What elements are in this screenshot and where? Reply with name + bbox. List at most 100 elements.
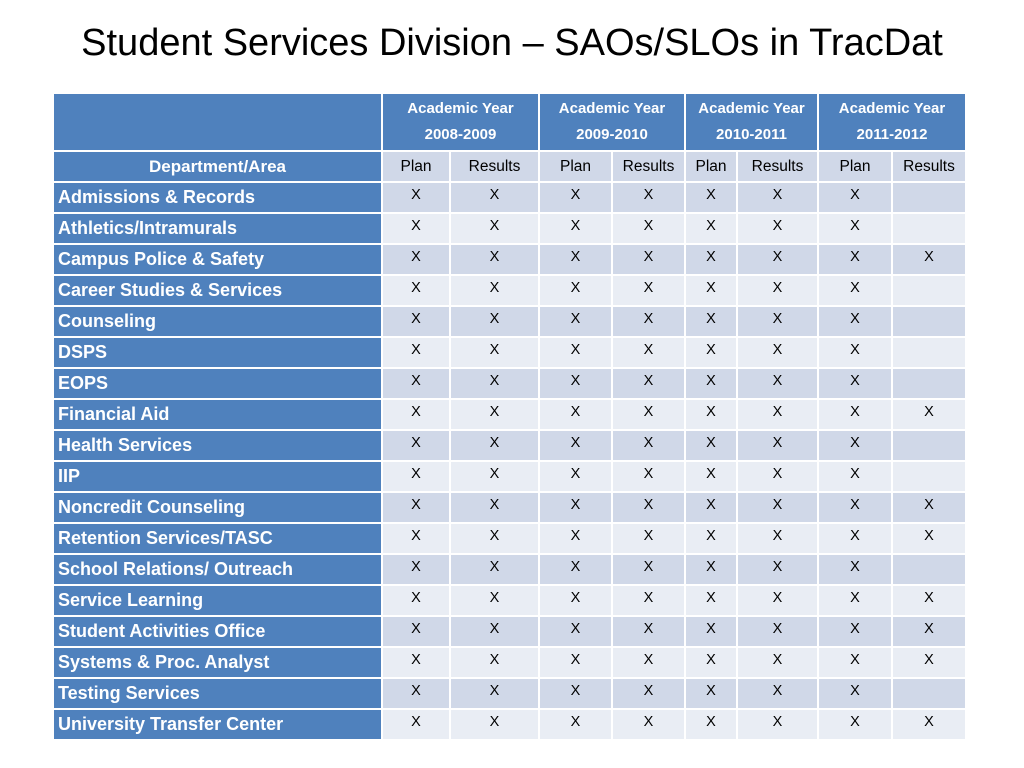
- plan-cell: X: [381, 522, 451, 555]
- results-cell: X: [611, 336, 686, 369]
- plan-cell: X: [538, 305, 613, 338]
- results-header: Results: [891, 150, 967, 183]
- plan-cell: X: [381, 274, 451, 307]
- plan-cell: X: [538, 274, 613, 307]
- plan-cell: X: [381, 615, 451, 648]
- results-cell: X: [736, 584, 819, 617]
- department-header: Department/Area: [52, 150, 383, 183]
- plan-cell: X: [381, 398, 451, 431]
- results-cell: X: [449, 460, 540, 493]
- results-cell: X: [449, 398, 540, 431]
- plan-cell: X: [538, 336, 613, 369]
- plan-cell: X: [684, 243, 738, 276]
- results-cell: [891, 429, 967, 462]
- results-cell: [891, 677, 967, 710]
- year-header-2011-2012: Academic Year 2011-2012: [817, 92, 967, 152]
- results-cell: X: [449, 429, 540, 462]
- results-cell: X: [449, 367, 540, 400]
- plan-cell: X: [381, 708, 451, 741]
- year-header-range: 2011-2012: [856, 126, 928, 143]
- plan-cell: X: [817, 367, 893, 400]
- results-cell: X: [891, 243, 967, 276]
- results-cell: X: [449, 212, 540, 245]
- plan-cell: X: [684, 181, 738, 214]
- plan-cell: X: [817, 243, 893, 276]
- department-name: School Relations/ Outreach: [52, 553, 383, 586]
- results-cell: X: [449, 677, 540, 710]
- year-header-range: 2009-2010: [576, 126, 648, 143]
- results-cell: X: [611, 305, 686, 338]
- plan-cell: X: [817, 274, 893, 307]
- table-row: University Transfer Center X X X X X X X X: [52, 708, 967, 741]
- year-header-range: 2008-2009: [424, 126, 497, 143]
- plan-cell: X: [381, 212, 451, 245]
- plan-cell: X: [684, 274, 738, 307]
- plan-cell: X: [684, 491, 738, 524]
- plan-cell: X: [684, 646, 738, 679]
- table-row: Student Activities Office X X X X X X X X: [52, 615, 967, 648]
- table-row: Retention Services/TASC X X X X X X X X: [52, 522, 967, 555]
- results-cell: X: [736, 677, 819, 710]
- results-cell: X: [449, 274, 540, 307]
- department-name: IIP: [52, 460, 383, 493]
- plan-cell: X: [538, 677, 613, 710]
- plan-cell: X: [684, 336, 738, 369]
- results-cell: X: [611, 460, 686, 493]
- results-cell: X: [736, 243, 819, 276]
- results-header: Results: [449, 150, 540, 183]
- table-row: EOPS X X X X X X X: [52, 367, 967, 400]
- table-row: Noncredit Counseling X X X X X X X X: [52, 491, 967, 524]
- results-cell: X: [736, 305, 819, 338]
- results-header: Results: [611, 150, 686, 183]
- results-cell: X: [736, 615, 819, 648]
- plan-cell: X: [381, 677, 451, 710]
- year-header-range: 2010-2011: [716, 126, 787, 143]
- results-cell: [891, 367, 967, 400]
- department-name: EOPS: [52, 367, 383, 400]
- plan-cell: X: [381, 181, 451, 214]
- plan-cell: X: [538, 243, 613, 276]
- results-cell: X: [736, 429, 819, 462]
- results-cell: X: [449, 708, 540, 741]
- table-row: Health Services X X X X X X X: [52, 429, 967, 462]
- department-name: Counseling: [52, 305, 383, 338]
- results-cell: X: [611, 584, 686, 617]
- plan-cell: X: [817, 429, 893, 462]
- plan-cell: X: [684, 677, 738, 710]
- year-header-label: Academic Year: [838, 100, 946, 117]
- results-cell: X: [611, 522, 686, 555]
- plan-cell: X: [817, 305, 893, 338]
- results-cell: X: [611, 274, 686, 307]
- results-cell: X: [891, 584, 967, 617]
- plan-cell: X: [684, 553, 738, 586]
- plan-cell: X: [817, 584, 893, 617]
- results-cell: X: [736, 212, 819, 245]
- results-cell: X: [736, 398, 819, 431]
- plan-header: Plan: [684, 150, 738, 183]
- results-cell: X: [449, 336, 540, 369]
- table-row: Career Studies & Services X X X X X X X: [52, 274, 967, 307]
- results-cell: X: [891, 398, 967, 431]
- table-row: Counseling X X X X X X X: [52, 305, 967, 338]
- table-row: School Relations/ Outreach X X X X X X X: [52, 553, 967, 586]
- department-name: Admissions & Records: [52, 181, 383, 214]
- plan-cell: X: [684, 305, 738, 338]
- plan-cell: X: [817, 460, 893, 493]
- plan-cell: X: [381, 429, 451, 462]
- plan-header: Plan: [381, 150, 451, 183]
- plan-cell: X: [817, 646, 893, 679]
- plan-cell: X: [684, 367, 738, 400]
- results-cell: [891, 274, 967, 307]
- results-cell: [891, 336, 967, 369]
- plan-cell: X: [684, 584, 738, 617]
- results-cell: X: [611, 367, 686, 400]
- plan-cell: X: [538, 398, 613, 431]
- plan-cell: X: [684, 398, 738, 431]
- department-name: Health Services: [52, 429, 383, 462]
- table-row: Admissions & Records X X X X X X X: [52, 181, 967, 214]
- department-name: Campus Police & Safety: [52, 243, 383, 276]
- results-cell: [891, 460, 967, 493]
- plan-cell: X: [817, 336, 893, 369]
- year-header-row: Academic Year 2008-2009 Academic Year 20…: [52, 92, 967, 152]
- results-cell: X: [891, 708, 967, 741]
